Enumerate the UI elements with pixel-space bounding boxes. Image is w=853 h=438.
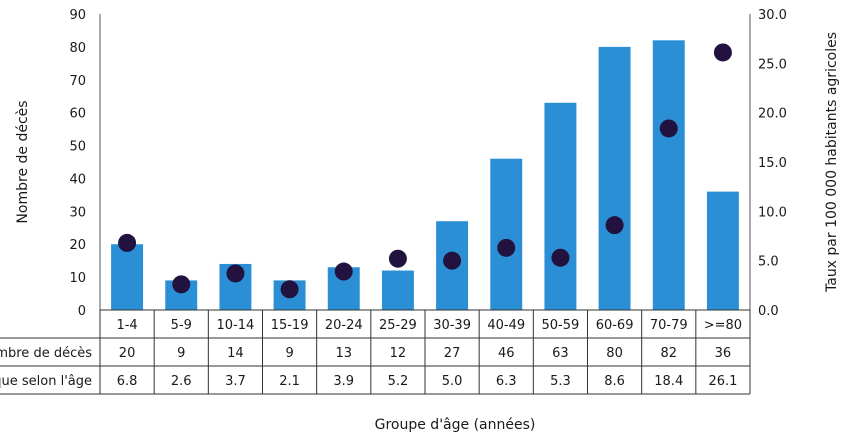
y2-tick-label: 30.0 <box>758 8 787 23</box>
x-tick-label: 60-69 <box>596 318 634 333</box>
point->=80 <box>713 43 732 62</box>
point-50-59 <box>551 248 570 267</box>
y-tick-label: 0 <box>78 304 86 319</box>
point-60-69 <box>605 216 624 235</box>
table-cell: 82 <box>660 346 677 361</box>
bar-70-79 <box>652 40 685 311</box>
bar-1-4 <box>111 244 144 310</box>
point-40-49 <box>497 238 516 257</box>
table-cell: 8.6 <box>604 374 625 389</box>
table-cell: 5.2 <box>388 374 409 389</box>
x-tick-label: 20-24 <box>325 318 363 333</box>
y2-tick-label: 0.0 <box>758 304 779 319</box>
y2-axis-title: Taux par 100 000 habitants agricoles <box>824 32 840 293</box>
y-tick-label: 60 <box>69 107 86 122</box>
point-5-9 <box>172 275 191 294</box>
table-cell: 36 <box>715 346 732 361</box>
table-cell: 13 <box>335 346 352 361</box>
y-tick-label: 80 <box>69 41 86 56</box>
table-cell: 80 <box>606 346 623 361</box>
y-tick-label: 50 <box>69 140 86 155</box>
table-cell: 2.6 <box>171 374 192 389</box>
point-70-79 <box>659 119 678 138</box>
table-cell: 3.9 <box>333 374 354 389</box>
table-cell: 6.3 <box>496 374 517 389</box>
y-tick-label: 70 <box>69 74 86 89</box>
table-cell: 63 <box>552 346 569 361</box>
bar-25-29 <box>381 270 414 310</box>
table-cell: 3.7 <box>225 374 246 389</box>
table-cell: 14 <box>227 346 244 361</box>
y-tick-label: 20 <box>69 238 86 253</box>
point-15-19 <box>280 280 299 299</box>
point-10-14 <box>226 264 245 283</box>
point-1-4 <box>118 233 137 252</box>
x-tick-label: >=80 <box>704 318 742 333</box>
table-cell: 26.1 <box>708 374 737 389</box>
table-cell: 18.4 <box>654 374 683 389</box>
y2-tick-label: 20.0 <box>758 107 787 122</box>
x-tick-label: 25-29 <box>379 318 417 333</box>
table-cell: 2.1 <box>279 374 300 389</box>
point-20-24 <box>334 262 353 281</box>
table-row-label: Nombre de décès <box>0 346 92 361</box>
table-cell: 46 <box>498 346 515 361</box>
y-axis-title: Nombre de décès <box>15 100 31 223</box>
table-cell: 20 <box>119 346 136 361</box>
table-cell: 5.0 <box>442 374 463 389</box>
y-tick-label: 90 <box>69 8 86 23</box>
table-cell: 6.8 <box>117 374 138 389</box>
y-tick-label: 40 <box>69 172 86 187</box>
point-25-29 <box>388 249 407 268</box>
table-cell: 12 <box>390 346 407 361</box>
y2-tick-label: 25.0 <box>758 57 787 72</box>
point-30-39 <box>443 251 462 270</box>
x-tick-label: 1-4 <box>116 318 137 333</box>
y-tick-label: 10 <box>69 271 86 286</box>
x-tick-label: 5-9 <box>171 318 192 333</box>
bar-50-59 <box>544 102 577 310</box>
x-tick-label: 50-59 <box>542 318 580 333</box>
y2-tick-label: 10.0 <box>758 205 787 220</box>
table-cell: 9 <box>285 346 293 361</box>
y2-tick-label: 5.0 <box>758 255 779 270</box>
table-cell: 5.3 <box>550 374 571 389</box>
y2-tick-label: 15.0 <box>758 156 787 171</box>
table-cell: 9 <box>177 346 185 361</box>
bar-60-69 <box>598 46 631 311</box>
x-tick-label: 70-79 <box>650 318 688 333</box>
x-tick-label: 10-14 <box>217 318 255 333</box>
x-tick-label: 15-19 <box>271 318 309 333</box>
bar-40-49 <box>490 158 523 310</box>
table-cell: 27 <box>444 346 461 361</box>
x-tick-label: 30-39 <box>433 318 471 333</box>
x-tick-label: 40-49 <box>487 318 525 333</box>
y-tick-label: 30 <box>69 205 86 220</box>
x-axis-title: Groupe d'âge (années) <box>375 417 536 433</box>
table-row-label: Taux spécifique selon l'âge <box>0 374 92 389</box>
bar->=80 <box>706 191 739 310</box>
